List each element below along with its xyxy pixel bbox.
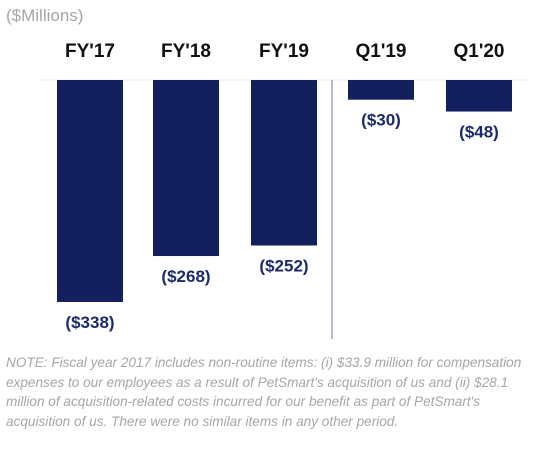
bar-2 <box>251 80 317 246</box>
bar-1 <box>153 80 219 257</box>
category-label-1: FY'18 <box>161 41 211 62</box>
footnote: NOTE: Fiscal year 2017 includes non-rout… <box>6 355 522 429</box>
value-label-0: ($338) <box>65 313 114 332</box>
category-label-2: FY'19 <box>259 41 309 62</box>
bars-group <box>57 80 512 302</box>
bar-3 <box>348 80 414 100</box>
bar-chart: ($Millions) FY'17 FY'18 FY'19 Q1'19 Q1'20 ($… <box>6 6 530 339</box>
bar-0 <box>57 80 123 302</box>
value-labels: ($338) ($268) ($252) ($30) ($48) <box>65 111 498 332</box>
category-label-3: Q1'19 <box>356 41 407 62</box>
value-label-1: ($268) <box>161 267 210 286</box>
value-label-4: ($48) <box>459 123 499 142</box>
category-label-4: Q1'20 <box>454 41 505 62</box>
bar-4 <box>446 80 512 112</box>
value-label-2: ($252) <box>259 257 308 276</box>
unit-label: ($Millions) <box>6 6 83 25</box>
category-labels: FY'17 FY'18 FY'19 Q1'19 Q1'20 <box>65 41 504 62</box>
category-label-0: FY'17 <box>65 41 115 62</box>
value-label-3: ($30) <box>361 111 401 130</box>
